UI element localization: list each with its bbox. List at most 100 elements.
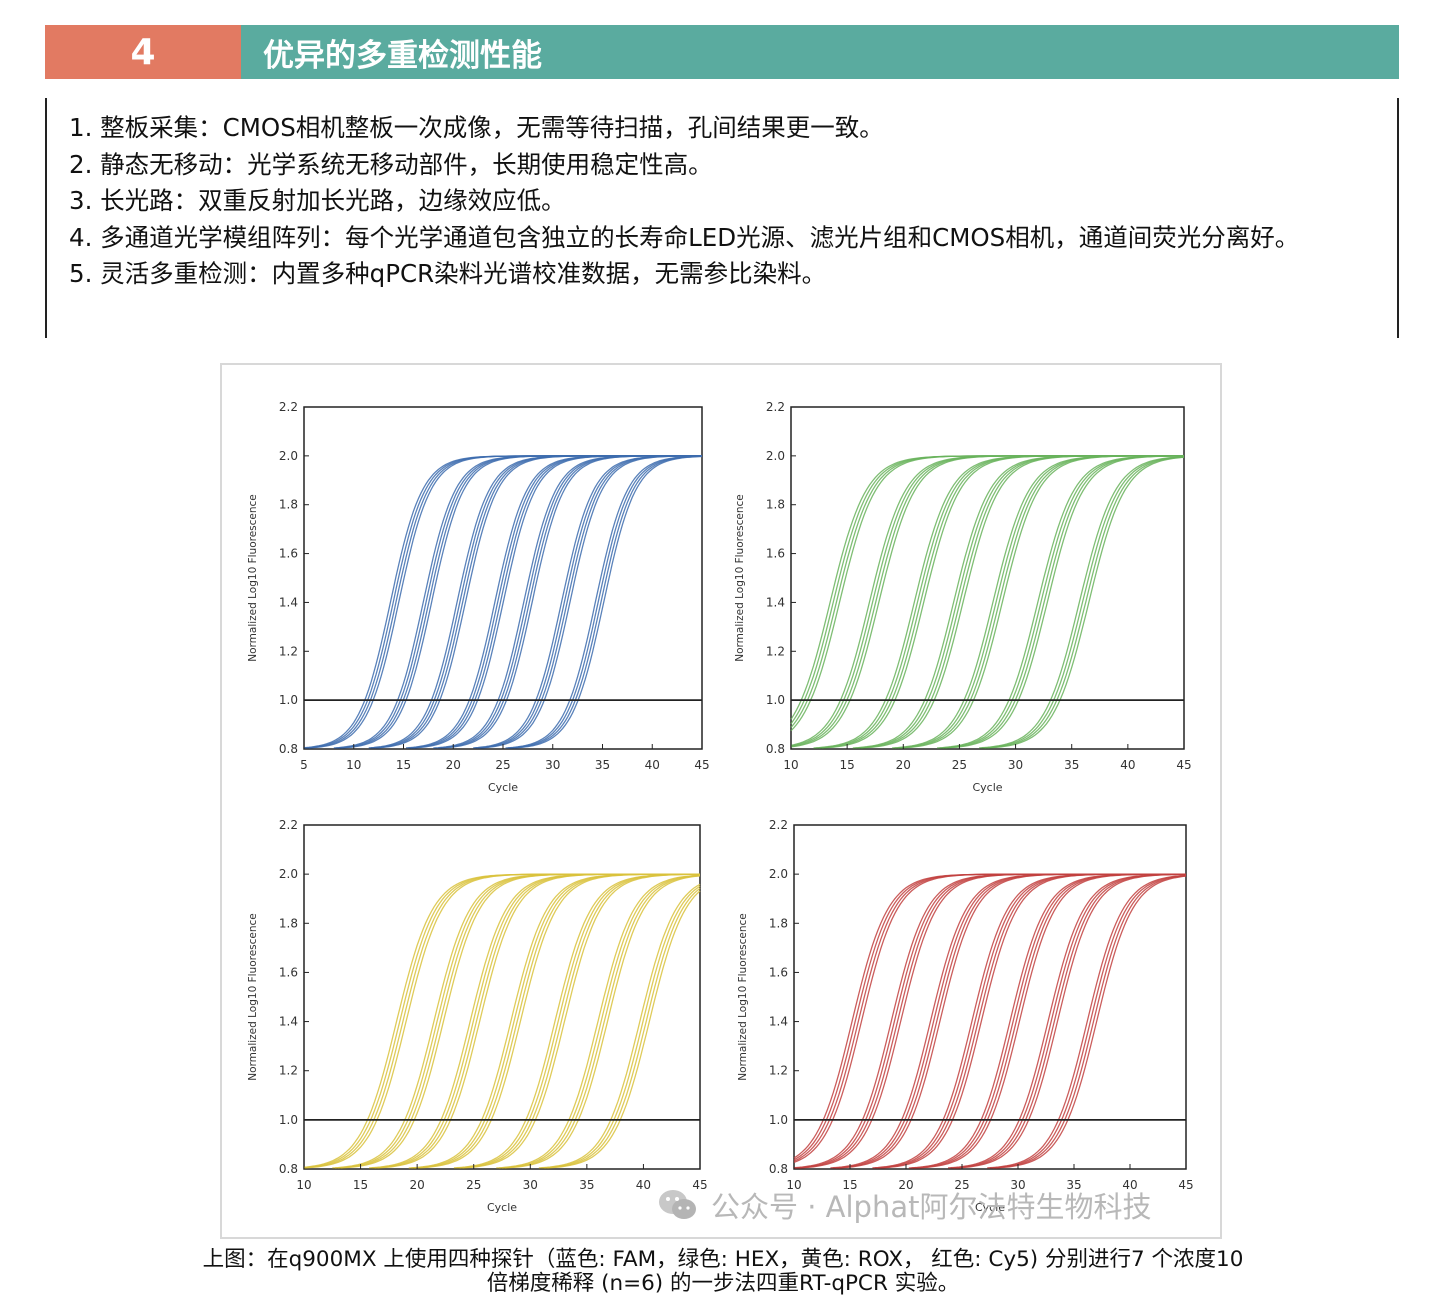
y-tick-label: 2.2 (766, 400, 785, 414)
amplification-curve (981, 456, 1185, 749)
amplification-curve (462, 873, 700, 1169)
amplification-curve (510, 455, 702, 749)
amplification-curve (419, 873, 700, 1169)
section-title: 优异的多重检测性能 (241, 25, 1399, 79)
amplification-curve (945, 455, 1184, 749)
y-tick-label: 1.8 (279, 916, 298, 930)
amplification-curve (989, 874, 1187, 1169)
amplification-curve (408, 455, 702, 749)
x-tick-label: 20 (896, 758, 911, 772)
x-tick-label: 15 (842, 1178, 857, 1192)
y-tick-label: 1.0 (279, 1113, 298, 1127)
feature-item: 3. 长光路：双重反射加长光路，边缘效应低。 (69, 186, 566, 215)
amplification-curve (855, 455, 1184, 749)
amplification-curve (947, 873, 1186, 1169)
y-tick-label: 2.0 (769, 867, 788, 881)
feature-item: 5. 灵活多重检测：内置多种qPCR染料光谱校准数据，无需参比染料。 (69, 259, 827, 288)
amplification-curve (544, 887, 701, 1169)
y-tick-label: 2.0 (279, 449, 298, 463)
x-axis-label: Cycle (488, 781, 518, 794)
y-tick-label: 2.0 (279, 867, 298, 881)
y-tick-label: 1.2 (279, 1064, 298, 1078)
plot-frame-rox (303, 824, 701, 1170)
qpcr-figure: 5 10 15 20 25 30 35 40 45 0.8 1.0 1.2 1.4 1.6 1.8 2.0 2.… (220, 363, 1222, 1239)
y-tick-label: 1.8 (279, 498, 298, 512)
y-tick-label: 1.0 (766, 693, 785, 707)
amplification-curve (368, 455, 702, 749)
watermark: 公众号 · Alphat阿尔法特生物科技 (655, 1182, 1151, 1228)
amplification-curve (377, 873, 700, 1169)
x-tick-label: 25 (952, 758, 967, 772)
x-tick-label: 20 (898, 1178, 913, 1192)
x-tick-label: 40 (1120, 758, 1135, 772)
x-tick-label: 30 (545, 758, 560, 772)
amplification-curve (877, 873, 1186, 1169)
amplification-curve (459, 873, 700, 1169)
x-tick-label: 20 (410, 1178, 425, 1192)
feature-item: 4. 多通道光学模组阵列：每个光学通道包含独立的长寿命LED光源、滤光片组和CM… (69, 222, 1300, 252)
amplification-curve (816, 455, 1184, 749)
section-banner: 4 优异的多重检测性能 (45, 25, 1399, 79)
amplification-curve (414, 873, 700, 1169)
amplification-curve (936, 455, 1185, 749)
x-tick-label: 25 (495, 758, 510, 772)
y-tick-label: 0.8 (766, 742, 785, 756)
y-tick-label: 2.0 (766, 449, 785, 463)
x-tick-label: 40 (636, 1178, 651, 1192)
amplification-curve (880, 873, 1186, 1169)
x-axis-label: Cycle (975, 1201, 1005, 1214)
amplification-curve (872, 873, 1186, 1169)
x-tick-label: 30 (1008, 758, 1023, 772)
amplification-curve (374, 873, 700, 1169)
amplification-curve (819, 455, 1184, 749)
x-tick-label: 30 (523, 1178, 538, 1192)
amplification-curve (547, 890, 701, 1169)
amplification-curve (911, 873, 1186, 1169)
y-tick-label: 1.4 (769, 1015, 788, 1029)
y-tick-label: 2.2 (769, 818, 788, 832)
amplification-curve (504, 875, 701, 1169)
y-tick-label: 0.8 (279, 742, 298, 756)
amplification-curve (501, 874, 701, 1169)
amplification-curve (919, 873, 1186, 1169)
amplification-curve (984, 456, 1185, 749)
y-tick-label: 1.6 (279, 965, 298, 979)
amplification-curve (992, 875, 1187, 1169)
y-tick-label: 1.2 (766, 644, 785, 658)
amplification-curve (852, 455, 1184, 749)
y-tick-label: 1.4 (279, 595, 298, 609)
x-tick-label: 25 (466, 1178, 481, 1192)
x-tick-label: 20 (446, 758, 461, 772)
amplification-curve (480, 455, 702, 749)
amplification-curve (956, 873, 1186, 1169)
y-tick-label: 1.6 (766, 547, 785, 561)
y-tick-label: 1.4 (766, 595, 785, 609)
plot-frame-hex (790, 406, 1185, 750)
y-tick-label: 1.8 (766, 498, 785, 512)
x-tick-label: 45 (1176, 758, 1191, 772)
x-tick-label: 25 (954, 1178, 969, 1192)
y-tick-label: 0.8 (279, 1162, 298, 1176)
x-axis-label: Cycle (972, 781, 1002, 794)
amplification-curve (369, 873, 700, 1169)
amplification-curve (790, 455, 1184, 728)
amplification-curve (987, 874, 1187, 1169)
x-tick-label: 35 (1066, 1178, 1081, 1192)
amplification-curve (790, 455, 1184, 732)
x-tick-label: 5 (300, 758, 308, 772)
feature-item: 2. 静态无移动：光学系统无移动部件，长期使用稳定性高。 (69, 149, 713, 179)
amplification-curve (408, 873, 700, 1169)
y-tick-label: 2.2 (279, 818, 298, 832)
x-tick-label: 45 (1178, 1178, 1193, 1192)
x-tick-label: 10 (783, 758, 798, 772)
feature-item: 1. 整板采集：CMOS相机整板一次成像，无需等待扫描，孔间结果更一致。 (69, 113, 884, 142)
amplification-curve (411, 873, 700, 1169)
amplification-curve (478, 455, 702, 749)
x-tick-label: 10 (786, 1178, 801, 1192)
y-tick-label: 2.2 (279, 400, 298, 414)
amplification-curve (371, 873, 700, 1169)
watermark-text: 公众号 · Alphat阿尔法特生物科技 (711, 1190, 1152, 1224)
x-axis-label: Cycle (487, 1201, 517, 1214)
x-tick-label: 15 (396, 758, 411, 772)
x-tick-label: 40 (645, 758, 660, 772)
